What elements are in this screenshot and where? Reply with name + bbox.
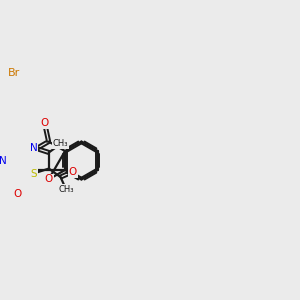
Text: O: O bbox=[68, 167, 77, 177]
Text: N: N bbox=[30, 142, 38, 152]
Text: O: O bbox=[44, 175, 53, 184]
Text: CH₃: CH₃ bbox=[58, 184, 74, 194]
Text: N: N bbox=[0, 155, 7, 166]
Text: O: O bbox=[40, 118, 49, 128]
Text: CH₃: CH₃ bbox=[53, 140, 68, 148]
Text: S: S bbox=[30, 169, 37, 178]
Text: O: O bbox=[13, 189, 22, 199]
Text: Br: Br bbox=[8, 68, 20, 78]
